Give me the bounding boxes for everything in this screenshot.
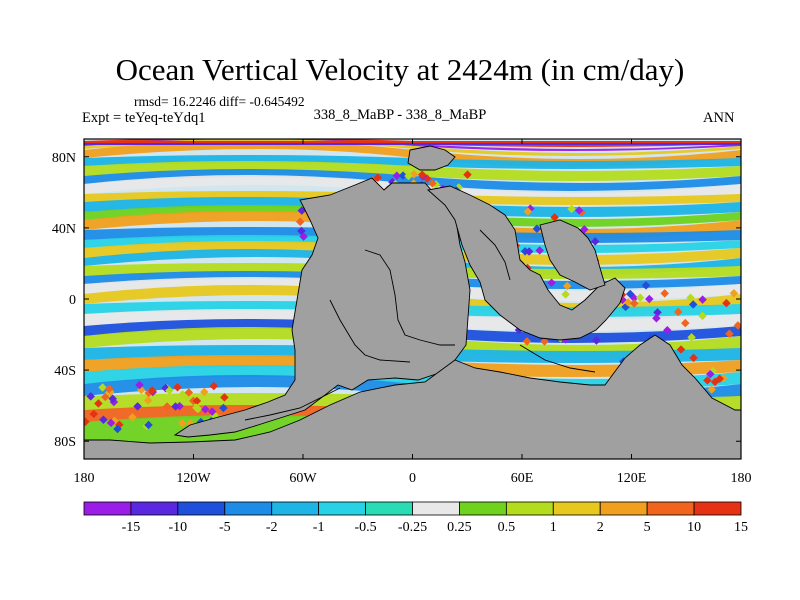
coastline-inner-2 <box>329 299 411 363</box>
land-arctic <box>407 145 456 171</box>
axis-ticks: 180 120W 60W 0 60E 120E 180 80N 40N 0 40S 80S <box>52 139 752 486</box>
x-tick-label: 180 <box>74 471 95 486</box>
colorbar-label: 15 <box>734 520 748 535</box>
colorbar-swatch <box>505 501 554 516</box>
land-masses <box>84 145 741 459</box>
colorbar-label: -10 <box>169 520 188 535</box>
coastline-inner-1 <box>364 249 455 346</box>
speckle <box>404 171 413 181</box>
x-tick-label: 60E <box>511 471 534 486</box>
colorbar-swatch <box>177 501 226 516</box>
colorbar-label: 5 <box>644 520 651 535</box>
colorbar-swatch <box>646 501 695 516</box>
colorbar-swatch <box>599 501 648 516</box>
season-label: ANN <box>703 110 735 126</box>
colorbar-label: 0.5 <box>498 520 516 535</box>
x-tick-label: 120W <box>176 471 211 486</box>
speckle <box>463 170 472 179</box>
colorbar: -15 -10 -5 -2 -1 -0.5 -0.25 0.25 0.5 1 2 5 10 15 <box>83 501 748 535</box>
ocean-band <box>84 139 741 156</box>
chart-title: Ocean Vertical Velocity at 2424m (in cm/… <box>115 52 685 87</box>
y-tick-label: 0 <box>69 293 76 308</box>
x-tick-label: 180 <box>731 471 752 486</box>
colorbar-swatch <box>318 501 366 516</box>
coastline-inner-3 <box>244 387 341 421</box>
colorbar-swatch <box>693 501 742 516</box>
speckle <box>392 171 402 180</box>
y-tick-label: 80S <box>54 435 76 450</box>
speckle <box>398 171 408 180</box>
land-southern <box>84 334 741 459</box>
speckle <box>84 417 90 426</box>
land-eurasia <box>427 185 626 341</box>
colorbar-label: 1 <box>550 520 557 535</box>
colorbar-swatch <box>224 501 273 516</box>
land-east-asia <box>539 219 606 291</box>
y-tick-label: 40N <box>52 222 76 237</box>
colorbar-swatch <box>271 501 320 516</box>
colorbar-label: -2 <box>266 520 278 535</box>
x-tick-label: 120E <box>617 471 647 486</box>
colorbar-swatch <box>552 501 601 516</box>
coastline-outlines <box>244 229 596 421</box>
speckle <box>299 232 308 241</box>
speckle <box>373 173 382 182</box>
colorbar-swatch <box>459 501 507 516</box>
speckle <box>428 179 437 188</box>
colorbar-swatch <box>412 501 460 516</box>
coastline-inner-5 <box>519 344 596 373</box>
ocean-band <box>84 161 741 181</box>
colorbar-swatch <box>83 501 132 516</box>
colorbar-label: -0.25 <box>398 520 427 535</box>
speckle <box>295 217 305 226</box>
colorbar-swatch <box>130 501 179 516</box>
colorbar-label: -5 <box>219 520 231 535</box>
speckle <box>417 170 427 179</box>
ocean-band <box>84 169 741 191</box>
x-tick-label: 60W <box>289 471 317 486</box>
stats-text: rmsd= 16.2246 diff= -0.645492 <box>134 94 305 109</box>
colorbar-label: 2 <box>597 520 604 535</box>
x-tick-label: 0 <box>409 471 416 486</box>
coastline-inner-4 <box>479 229 511 281</box>
chart-subtitle: 338_8_MaBP - 338_8_MaBP <box>313 107 487 123</box>
colorbar-label: -15 <box>122 520 141 535</box>
y-tick-label: 80N <box>52 151 76 166</box>
colorbar-label: 10 <box>687 520 701 535</box>
colorbar-label: 0.25 <box>447 520 472 535</box>
plot-area: 180 120W 60W 0 60E 120E 180 80N 40N 0 40S 80S <box>52 138 752 486</box>
colorbar-label: -0.5 <box>354 520 376 535</box>
y-tick-label: 40S <box>54 364 76 379</box>
experiment-text: Expt = teYeq-teYdq1 <box>82 110 206 126</box>
colorbar-swatch <box>365 501 413 516</box>
colorbar-label: -1 <box>313 520 325 535</box>
